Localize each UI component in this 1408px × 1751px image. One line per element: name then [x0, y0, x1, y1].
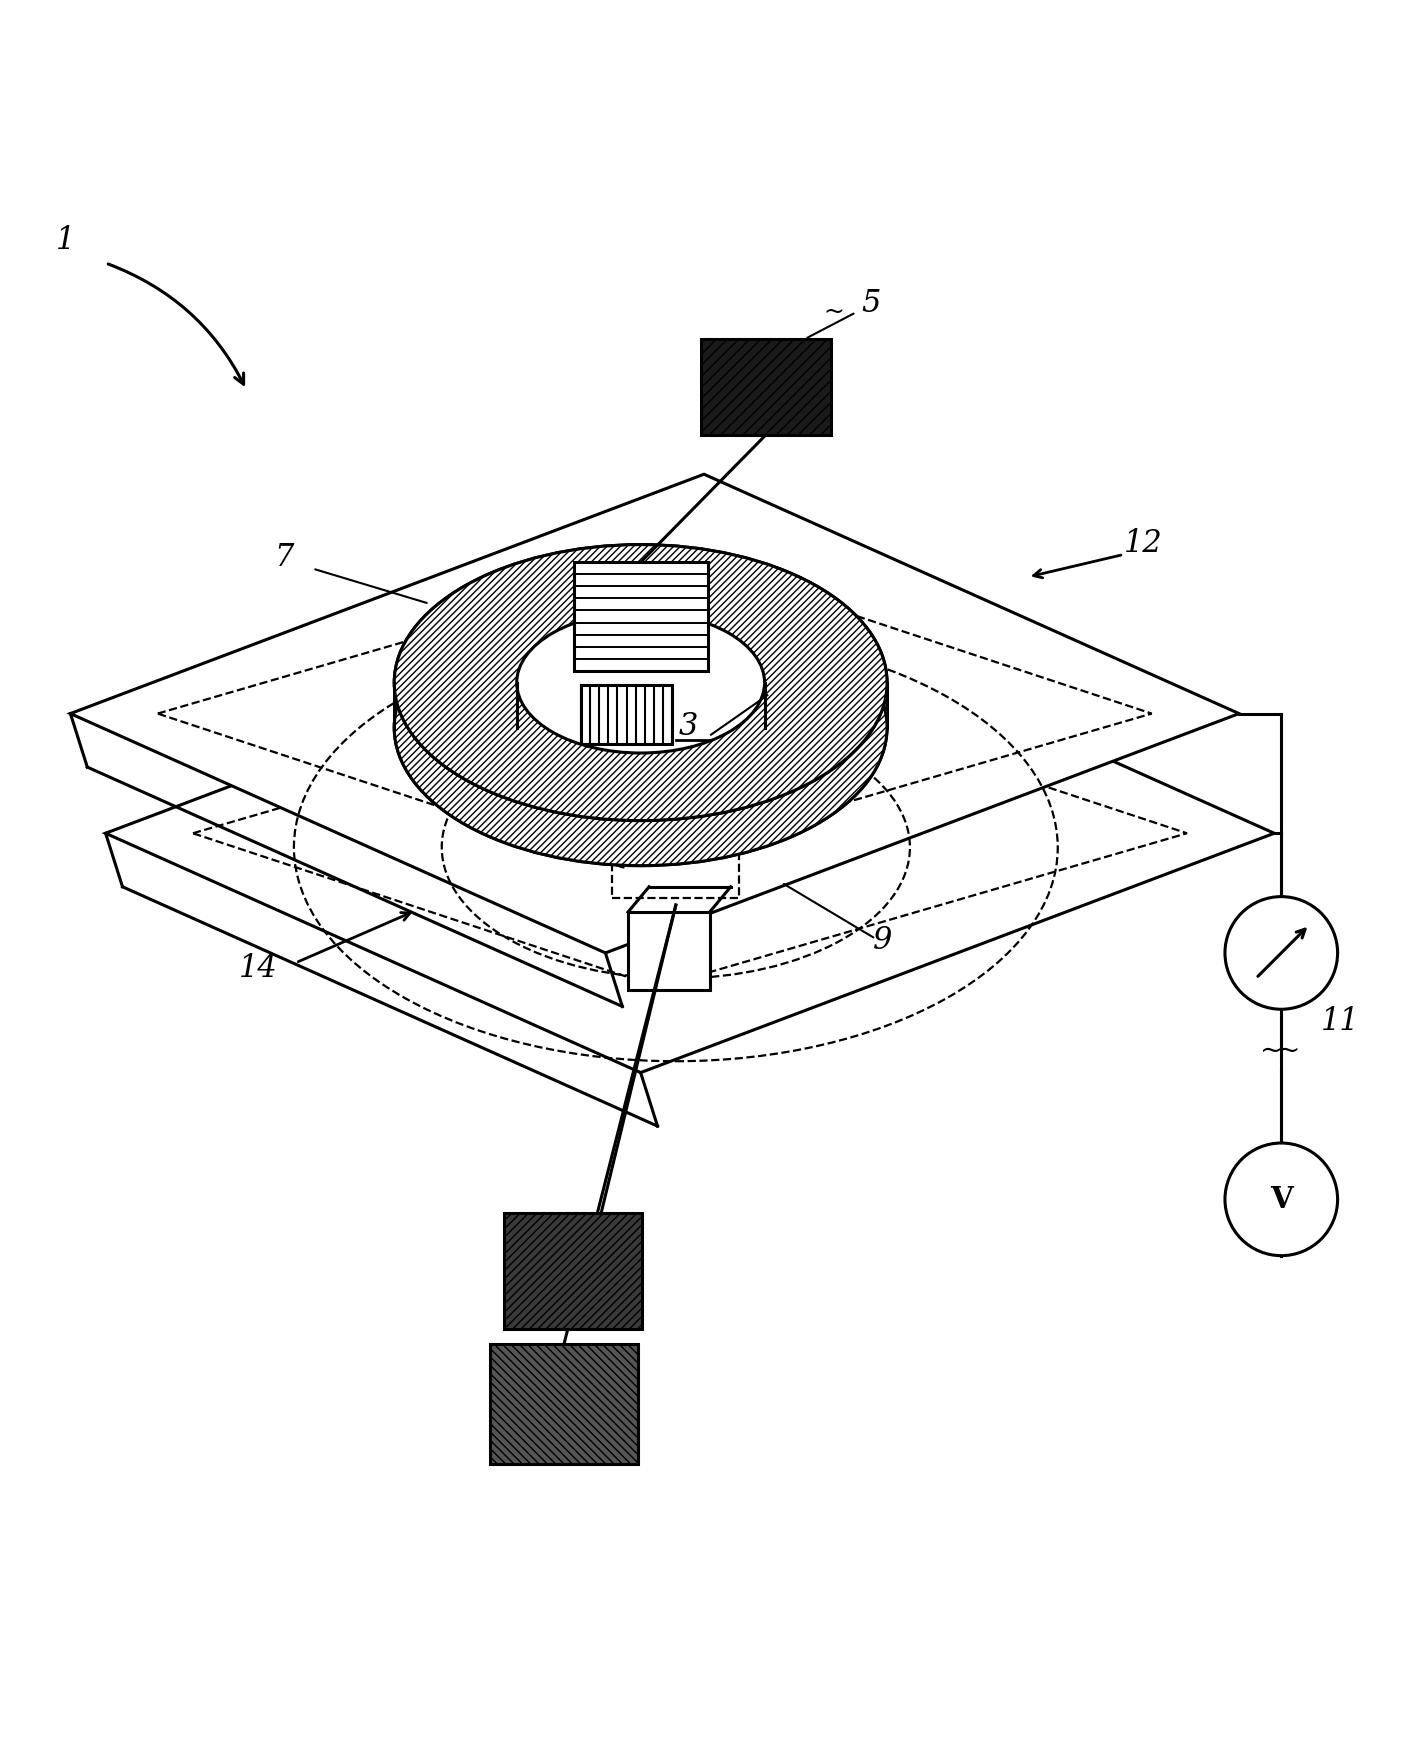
Circle shape — [1225, 897, 1338, 1009]
Text: 14: 14 — [239, 953, 279, 984]
Polygon shape — [106, 594, 1274, 1073]
Text: 11: 11 — [1321, 1007, 1360, 1037]
Polygon shape — [628, 912, 710, 989]
Ellipse shape — [517, 657, 765, 798]
Text: 9: 9 — [873, 925, 893, 956]
Text: V: V — [1270, 1185, 1293, 1213]
Ellipse shape — [394, 590, 887, 865]
Text: 5: 5 — [862, 289, 881, 319]
Ellipse shape — [394, 545, 887, 821]
Ellipse shape — [517, 613, 765, 753]
Polygon shape — [490, 1345, 638, 1464]
Polygon shape — [70, 475, 1239, 953]
Text: 12: 12 — [1124, 527, 1163, 559]
Ellipse shape — [394, 590, 887, 865]
Text: 3: 3 — [679, 711, 698, 742]
Polygon shape — [701, 340, 831, 434]
Text: ~: ~ — [1277, 1038, 1300, 1065]
Text: ~: ~ — [1260, 1038, 1283, 1065]
Text: 7: 7 — [275, 541, 294, 573]
Circle shape — [1225, 1143, 1338, 1255]
Polygon shape — [504, 1213, 642, 1329]
Text: 1: 1 — [56, 224, 76, 256]
Text: ~: ~ — [824, 301, 843, 324]
Polygon shape — [580, 685, 673, 744]
Polygon shape — [574, 562, 708, 671]
Ellipse shape — [394, 545, 887, 821]
